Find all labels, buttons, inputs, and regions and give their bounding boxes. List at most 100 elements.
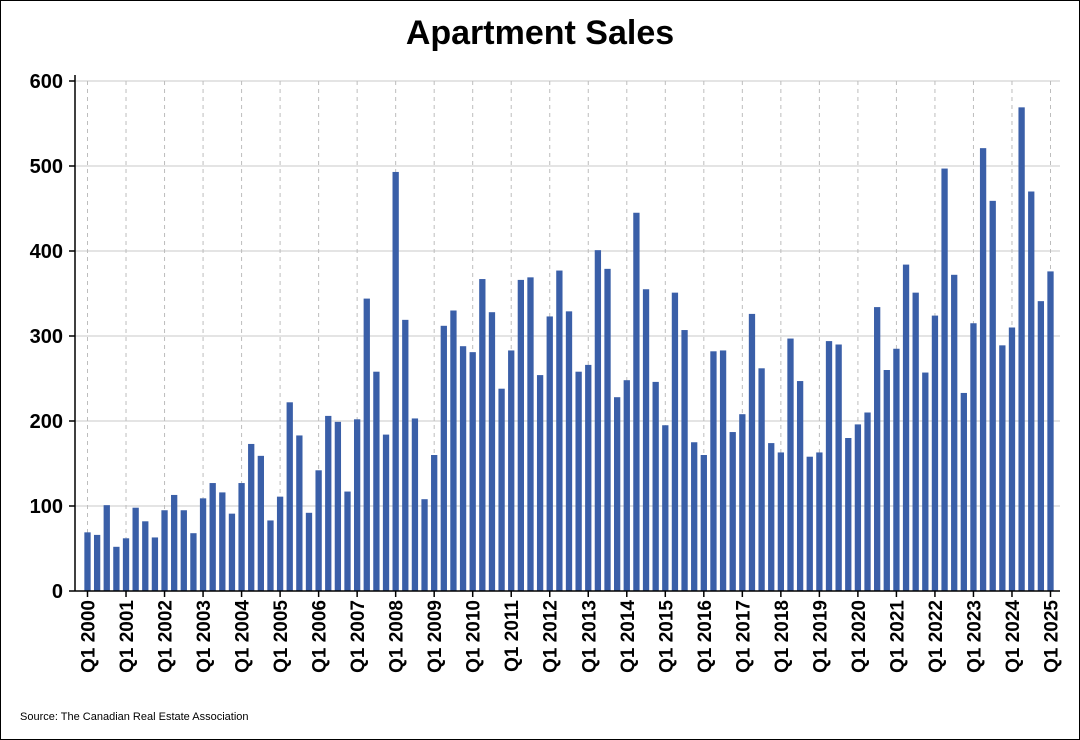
- bar: [382, 434, 390, 591]
- bar: [248, 443, 255, 591]
- bar: [951, 274, 958, 591]
- bar: [691, 442, 698, 591]
- bar: [363, 298, 370, 591]
- bar: [710, 351, 717, 591]
- bar: [796, 381, 804, 591]
- x-tick-label: Q1 2008: [387, 600, 408, 673]
- bar: [787, 338, 794, 591]
- bar: [883, 370, 890, 591]
- x-tick-label: Q1 2000: [79, 600, 100, 673]
- y-tick-label: 400: [30, 241, 63, 263]
- bar: [623, 380, 630, 591]
- bars: [84, 107, 1054, 592]
- chart-title: Apartment Sales: [405, 14, 675, 52]
- bar: [931, 315, 939, 591]
- bar: [469, 352, 476, 591]
- bar: [825, 341, 833, 591]
- bar: [854, 424, 862, 591]
- x-tick-label: Q1 2002: [156, 600, 177, 673]
- bar: [662, 425, 669, 591]
- bar: [758, 368, 765, 591]
- bar: [565, 311, 573, 591]
- bar: [132, 507, 139, 591]
- bar: [257, 455, 264, 591]
- x-tick-label: Q1 2015: [656, 600, 677, 673]
- x-tick-label: Q1 2018: [772, 600, 793, 673]
- bar: [353, 419, 361, 591]
- bar: [488, 312, 496, 591]
- x-tick-label: Q1 2006: [310, 600, 331, 673]
- bar: [373, 371, 380, 591]
- bar: [508, 350, 515, 591]
- bar: [874, 307, 881, 591]
- x-tick-label: Q1 2017: [733, 600, 754, 673]
- bar: [748, 313, 756, 591]
- bar: [1037, 301, 1045, 591]
- bar: [267, 520, 274, 591]
- x-tick-label: Q1 2007: [348, 600, 369, 673]
- bar: [700, 455, 707, 591]
- bar: [652, 381, 659, 591]
- bar: [402, 319, 409, 591]
- x-tick-label: Q1 2001: [117, 600, 138, 673]
- x-tick-label: Q1 2009: [425, 600, 446, 673]
- x-tick-label: Q1 2011: [502, 600, 523, 672]
- bar: [199, 498, 207, 591]
- bar: [864, 412, 871, 591]
- bar: [84, 532, 91, 591]
- y-tick-label: 100: [30, 496, 63, 518]
- bar: [479, 279, 486, 591]
- y-tick-label: 500: [30, 156, 63, 178]
- bar: [315, 470, 322, 591]
- x-tick-label: Q1 2013: [579, 600, 600, 673]
- source-note: Source: The Canadian Real Estate Associa…: [20, 711, 249, 723]
- bar: [1047, 271, 1054, 591]
- bar: [334, 421, 342, 591]
- bar: [594, 250, 602, 591]
- bar: [642, 289, 650, 591]
- bar: [151, 537, 159, 591]
- bar: [912, 292, 919, 591]
- bar: [1028, 191, 1035, 591]
- x-tick-label: Q1 2021: [887, 600, 908, 673]
- bar: [941, 168, 948, 592]
- bar: [719, 350, 727, 591]
- x-tick-label: Q1 2023: [964, 600, 985, 673]
- bar: [459, 346, 467, 591]
- bar: [989, 200, 996, 591]
- bar: [171, 494, 178, 591]
- bar: [999, 345, 1006, 591]
- bar: [922, 372, 929, 591]
- x-tick-label: Q1 2022: [926, 600, 947, 673]
- bar: [296, 435, 303, 591]
- bar: [431, 455, 438, 591]
- bar: [209, 483, 216, 591]
- bar: [1008, 327, 1016, 591]
- bar: [180, 510, 187, 591]
- bar: [835, 344, 842, 591]
- bar: [614, 397, 621, 591]
- bar: [777, 452, 785, 591]
- bar: [816, 452, 823, 591]
- bar: [228, 513, 236, 591]
- bar: [806, 456, 813, 591]
- bar: [960, 392, 967, 591]
- bar: [440, 325, 447, 591]
- bar: [681, 330, 688, 591]
- bar: [585, 364, 592, 591]
- bar: [893, 348, 900, 591]
- bar: [1018, 107, 1025, 591]
- x-tick-label: Q1 2019: [810, 600, 831, 673]
- bar: [671, 292, 679, 591]
- bar: [325, 415, 332, 591]
- bar: [392, 171, 399, 591]
- bar: [604, 268, 611, 591]
- bar: [276, 496, 284, 591]
- bar: [190, 533, 197, 591]
- bar: [729, 432, 736, 591]
- bar: [142, 521, 149, 591]
- bar: [421, 499, 428, 591]
- x-tick-label: Q1 2005: [271, 600, 292, 673]
